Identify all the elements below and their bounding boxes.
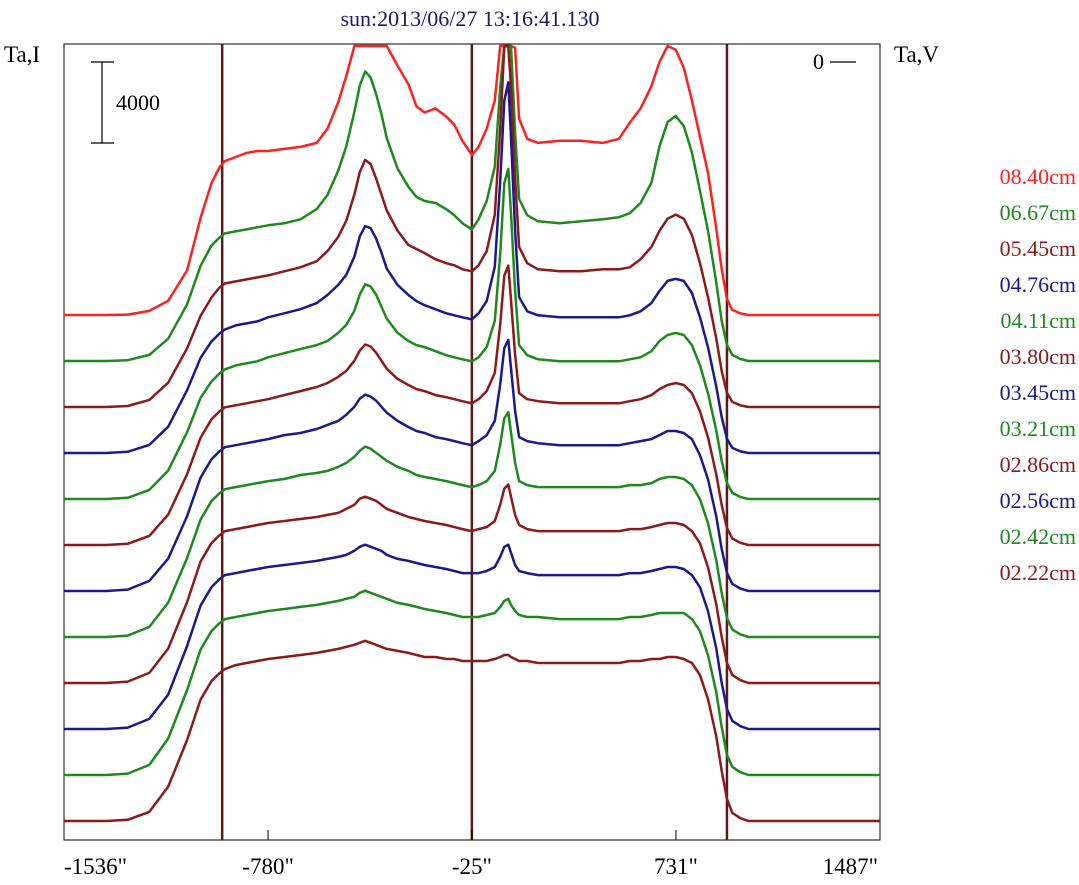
legend-entry-03.80cm: 03.80cm bbox=[1000, 344, 1076, 369]
legend-entry-03.21cm: 03.21cm bbox=[1000, 416, 1076, 441]
legend-entry-03.45cm: 03.45cm bbox=[1000, 380, 1076, 405]
series-line-02.42cm bbox=[64, 589, 880, 777]
scale-bar-label: 4000 bbox=[116, 90, 160, 115]
right-axis-label: Ta,V bbox=[894, 42, 939, 67]
legend-entry-04.76cm: 04.76cm bbox=[1000, 272, 1076, 297]
series-line-04.76cm bbox=[64, 81, 880, 455]
x-tick-label-3: 731" bbox=[654, 854, 698, 879]
legend-entry-06.67cm: 06.67cm bbox=[1000, 200, 1076, 225]
x-tick-label-2: -25" bbox=[452, 854, 492, 879]
x-tick-label-4: 1487" bbox=[823, 854, 878, 879]
zero-marker-label: 0 bbox=[813, 49, 824, 74]
series-line-08.40cm bbox=[64, 44, 880, 317]
legend-entry-02.56cm: 02.56cm bbox=[1000, 488, 1076, 513]
legend-entry-08.40cm: 08.40cm bbox=[1000, 164, 1076, 189]
series-line-02.22cm bbox=[64, 639, 880, 823]
vertical-reference-lines bbox=[220, 44, 729, 840]
left-axis-label: Ta,I bbox=[4, 42, 40, 67]
scale-bar: 4000 bbox=[91, 61, 160, 144]
series-line-02.86cm bbox=[64, 483, 880, 685]
series-line-03.80cm bbox=[64, 264, 880, 547]
x-tick-label-0: -1536" bbox=[64, 854, 127, 879]
series-line-05.45cm bbox=[64, 44, 880, 409]
chart-title: sun:2013/06/27 13:16:41.130 bbox=[340, 6, 599, 31]
x-axis-ticks: -1536" -780" -25" 731" 1487" bbox=[63, 830, 881, 879]
legend-entry-05.45cm: 05.45cm bbox=[1000, 236, 1076, 261]
zero-marker: 0 bbox=[813, 49, 856, 74]
series-line-03.21cm bbox=[64, 410, 880, 639]
legend-entry-02.86cm: 02.86cm bbox=[1000, 452, 1076, 477]
series-line-02.56cm bbox=[64, 543, 880, 731]
series-line-03.45cm bbox=[64, 338, 880, 593]
x-tick-label-1: -780" bbox=[242, 854, 294, 879]
legend-entry-04.11cm: 04.11cm bbox=[1000, 308, 1076, 333]
series-group bbox=[64, 44, 880, 823]
legend: 08.40cm 06.67cm 05.45cm 04.76cm 04.11cm 03.80… bbox=[1000, 164, 1076, 585]
legend-entry-02.22cm: 02.22cm bbox=[1000, 560, 1076, 585]
legend-entry-02.42cm: 02.42cm bbox=[1000, 524, 1076, 549]
series-line-04.11cm bbox=[64, 167, 880, 501]
series-line-06.67cm bbox=[64, 44, 880, 363]
